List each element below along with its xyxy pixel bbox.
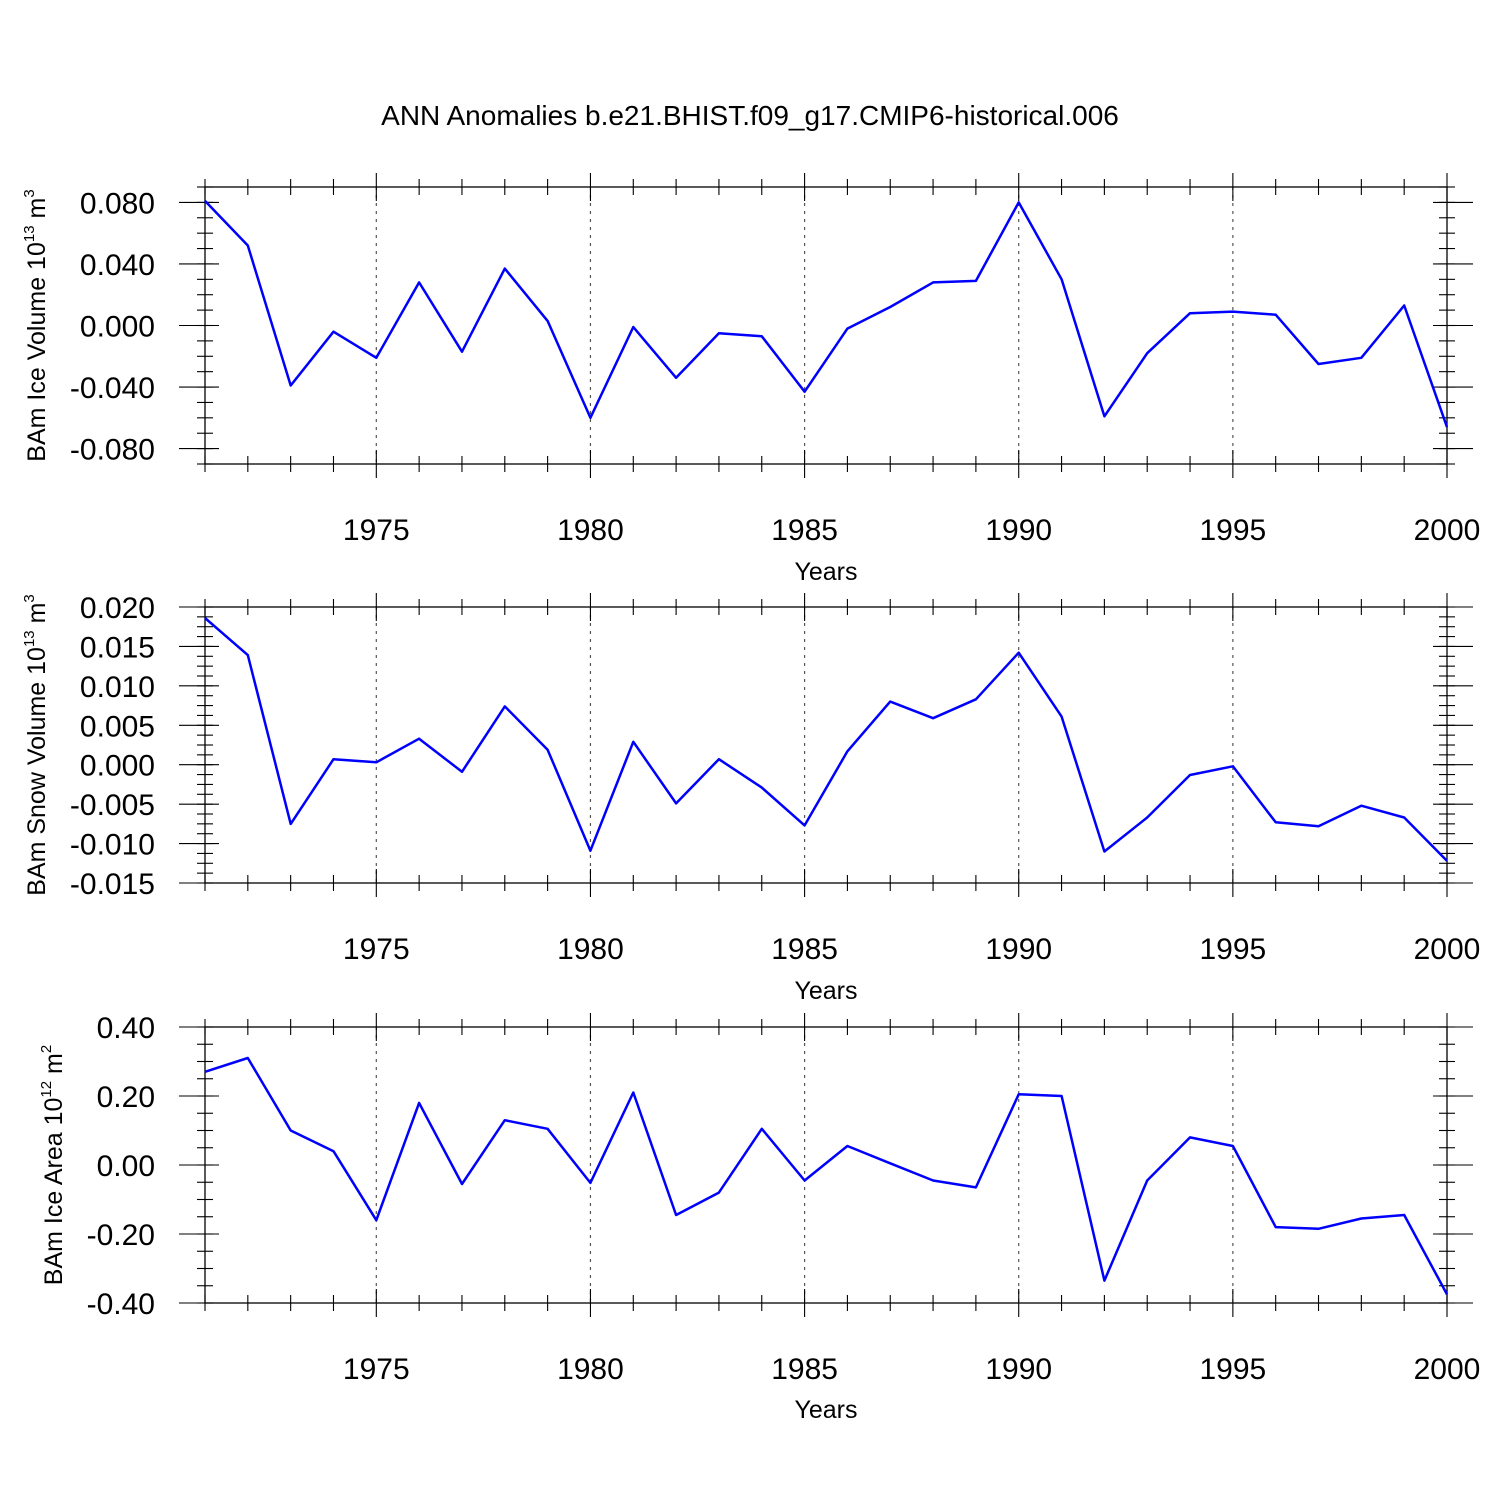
x-tick-label: 1980 <box>557 514 624 547</box>
x-tick-label: 2000 <box>1414 933 1481 966</box>
x-tick-label: 1990 <box>985 1353 1052 1386</box>
panel-1: -0.080 -0.040 0.000 0.040 0.080 1975 1980 1985 1… <box>21 173 1480 586</box>
y-tick-label: -0.40 <box>87 1288 155 1321</box>
y-tick-label: -0.080 <box>70 434 155 467</box>
panel-2: -0.015 -0.010 -0.005 0.000 0.005 0.010 0.015 0.… <box>21 592 1480 1005</box>
y-tick-label: 0.40 <box>97 1012 155 1045</box>
y-tick-label: 0.20 <box>97 1081 155 1114</box>
y-axis-title: BAm Snow Volume 1013 m3 <box>21 594 51 896</box>
y-tick-label: 0.005 <box>80 710 155 743</box>
x-tick-label: 1985 <box>771 1353 838 1386</box>
x-tick-label: 1985 <box>771 514 838 547</box>
y-tick-label: 0.015 <box>80 631 155 664</box>
y-tick-label: 0.040 <box>80 249 155 282</box>
y-tick-label: 0.080 <box>80 187 155 220</box>
y-tick-label: 0.000 <box>80 311 155 344</box>
x-tick-label: 1990 <box>985 514 1052 547</box>
x-tick-label: 1980 <box>557 1353 624 1386</box>
y-tick-label: 0.00 <box>97 1150 155 1183</box>
x-axis-title: Years <box>794 558 857 586</box>
series-line <box>204 617 1448 862</box>
panel-3: -0.40 -0.20 0.00 0.20 0.40 1975 1980 1985 1990 19… <box>38 1012 1480 1424</box>
series-line <box>204 1056 1449 1295</box>
x-tick-label: 1985 <box>771 933 838 966</box>
y-tick-label: -0.040 <box>70 372 155 405</box>
y-tick-label: -0.015 <box>70 868 155 901</box>
x-tick-label: 1995 <box>1199 933 1266 966</box>
y-tick-label: 0.000 <box>80 750 155 783</box>
plot-frame <box>204 186 1448 465</box>
y-tick-label: -0.20 <box>87 1219 155 1252</box>
y-axis-title: BAm Ice Volume 1013 m3 <box>21 189 51 461</box>
x-tick-label: 1995 <box>1199 514 1266 547</box>
y-tick-label: 0.010 <box>80 671 155 704</box>
plot-frame <box>204 606 1448 884</box>
x-axis-title: Years <box>794 1396 857 1424</box>
x-tick-label: 1975 <box>343 933 410 966</box>
plot-frame <box>204 1026 1448 1304</box>
x-tick-label: 2000 <box>1414 1353 1481 1386</box>
series-line <box>204 200 1449 428</box>
x-tick-label: 1990 <box>985 933 1052 966</box>
figure-title: ANN Anomalies b.e21.BHIST.f09_g17.CMIP6-… <box>381 100 1119 131</box>
y-tick-label: 0.020 <box>80 592 155 625</box>
x-tick-label: 1975 <box>343 1353 410 1386</box>
panels: -0.080 -0.040 0.000 0.040 0.080 1975 1980 1985 1… <box>21 173 1480 1424</box>
y-axis-title: BAm Ice Area 1012 m2 <box>38 1045 68 1285</box>
y-tick-label: -0.005 <box>70 789 155 822</box>
x-tick-label: 1975 <box>343 514 410 547</box>
x-tick-label: 1995 <box>1199 1353 1266 1386</box>
x-axis-title: Years <box>794 977 857 1005</box>
y-tick-label: -0.010 <box>70 829 155 862</box>
x-tick-label: 2000 <box>1414 514 1481 547</box>
x-tick-label: 1980 <box>557 933 624 966</box>
